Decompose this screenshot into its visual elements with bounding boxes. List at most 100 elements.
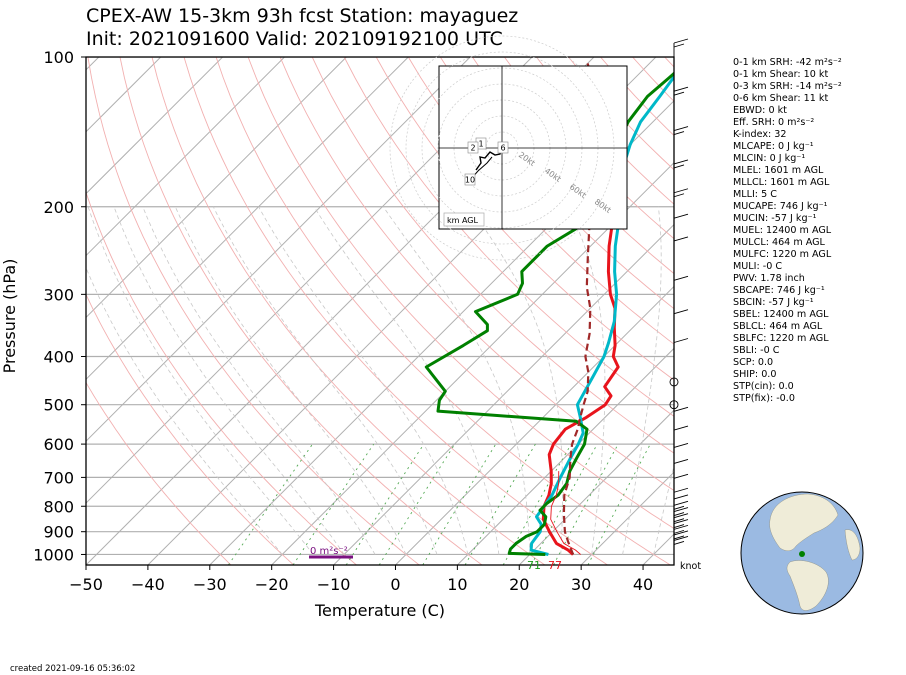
wind-barb	[673, 494, 689, 513]
y-tick-label: 200	[43, 198, 74, 217]
wind-barb	[669, 377, 679, 387]
surface-temp-label: 77	[548, 559, 562, 572]
wind-barb	[673, 473, 689, 493]
dry-adiabat	[215, 57, 671, 565]
hodograph-height-box	[464, 173, 476, 186]
x-tick-label: 0	[390, 575, 400, 594]
stat-line: K-index: 32	[733, 129, 787, 140]
stat-line: SBEL: 12400 m AGL	[733, 309, 829, 320]
x-tick-label: 10	[447, 575, 467, 594]
moist-adiabat	[567, 206, 606, 555]
mixing-ratio-line	[378, 443, 456, 565]
y-tick-label: 700	[43, 468, 74, 487]
hodograph-trace	[475, 149, 502, 171]
wind-barbs	[669, 38, 689, 555]
wind-barb	[673, 86, 689, 106]
wind-barb	[673, 338, 689, 357]
moist-adiabat	[653, 464, 674, 555]
wind-barb	[673, 536, 689, 555]
x-tick-label: −20	[255, 575, 289, 594]
mixing-ratio-line	[292, 443, 375, 565]
dry-adiabat	[151, 57, 546, 565]
stat-line: SBCAPE: 746 J kg⁻¹	[733, 285, 825, 296]
hodograph-legend-box	[443, 212, 485, 227]
isotherm	[518, 409, 674, 565]
created-timestamp: created 2021-09-16 05:36:02	[10, 664, 136, 674]
stat-line: EBWD: 0 kt	[733, 105, 787, 116]
dry-adiabat	[407, 57, 674, 345]
plot-frame	[85, 56, 675, 566]
dry-adiabat	[87, 57, 420, 565]
stat-line: 0-1 km Shear: 10 kt	[733, 69, 829, 80]
stat-line: Eff. SRH: 0 m²s⁻²	[733, 117, 815, 128]
mixing-ratio-line	[464, 443, 536, 565]
dry-adiabat	[247, 57, 674, 530]
moist-adiabat	[622, 206, 662, 555]
x-axis-label: Temperature (C)	[314, 601, 445, 620]
hodograph-height-box	[497, 141, 509, 154]
y-tick-label: 900	[43, 523, 74, 542]
moist-adiabat	[313, 206, 500, 555]
stat-line: SHIP: 0.0	[733, 369, 777, 380]
stat-line: SBLFC: 1220 m AGL	[733, 333, 829, 344]
y-axis-label: Pressure (hPa)	[0, 259, 19, 374]
isotherm	[86, 57, 347, 319]
isotherm	[86, 57, 285, 257]
stat-line: STP(cin): 0.0	[733, 381, 794, 392]
mixing-ratio-line	[345, 443, 425, 565]
x-tick-label: −50	[69, 575, 103, 594]
station-marker	[799, 551, 805, 557]
wind-barb	[673, 38, 689, 57]
stat-line: SBLI: -0 C	[733, 345, 780, 356]
hodograph-height-label: 6	[500, 144, 505, 153]
stat-line: PWV: 1.78 inch	[733, 273, 805, 284]
wind-barb	[673, 442, 689, 462]
wind-barb	[673, 275, 689, 295]
virtual-temp-line	[550, 471, 581, 555]
stat-line: MUCIN: -57 J kg⁻¹	[733, 213, 817, 224]
mixing-ratio-line	[530, 443, 598, 565]
hodograph-height-label: 10	[465, 176, 475, 185]
globe-south-america	[786, 560, 829, 611]
stat-line: SBCIN: -57 J kg⁻¹	[733, 297, 814, 308]
globe-africa-edge	[844, 529, 861, 561]
dry-adiabat	[86, 381, 232, 565]
wind-barb	[673, 213, 689, 233]
isotherm	[86, 57, 162, 133]
wind-unit-label: knot	[680, 561, 701, 572]
y-tick-label: 1000	[33, 545, 74, 564]
moist-adiabat	[258, 206, 469, 555]
isotherm	[86, 57, 471, 442]
moist-adiabat	[382, 206, 531, 555]
isotherm	[86, 57, 223, 195]
stat-line: MLEL: 1601 m AGL	[733, 165, 824, 176]
moist-adiabat	[469, 206, 563, 555]
stat-line: 0-1 km SRH: -42 m²s⁻²	[733, 57, 842, 68]
x-tick-label: −40	[131, 575, 165, 594]
isotherm	[86, 57, 409, 381]
wind-barb	[673, 458, 689, 478]
dry-adiabat	[311, 57, 674, 454]
isotherm	[457, 347, 674, 565]
stat-line: SCP: 0.0	[733, 357, 774, 368]
wind-barb	[673, 126, 689, 145]
dry-adiabat	[86, 293, 295, 565]
x-tick-label: 30	[571, 575, 591, 594]
hodograph-height-label: 2	[470, 144, 475, 153]
stat-line: MULI: -0 C	[733, 261, 783, 272]
isotherm	[395, 285, 674, 565]
stat-line: MLLCL: 1601 m AGL	[733, 177, 830, 188]
y-tick-label: 600	[43, 435, 74, 454]
hodograph-height-label: 1	[478, 140, 483, 149]
hodograph-legend: km AGL	[447, 216, 479, 225]
moist-adiabat	[142, 206, 376, 555]
isotherm	[271, 161, 674, 565]
chart-subtitle: Init: 2021091600 Valid: 202109192100 UTC	[86, 28, 503, 50]
wind-barb	[673, 425, 689, 445]
stat-line: 0-3 km SRH: -14 m²s⁻²	[733, 81, 842, 92]
globe-map	[740, 491, 864, 615]
wind-barb	[673, 487, 689, 507]
wind-barb	[673, 309, 689, 328]
dry-adiabat	[375, 57, 674, 381]
